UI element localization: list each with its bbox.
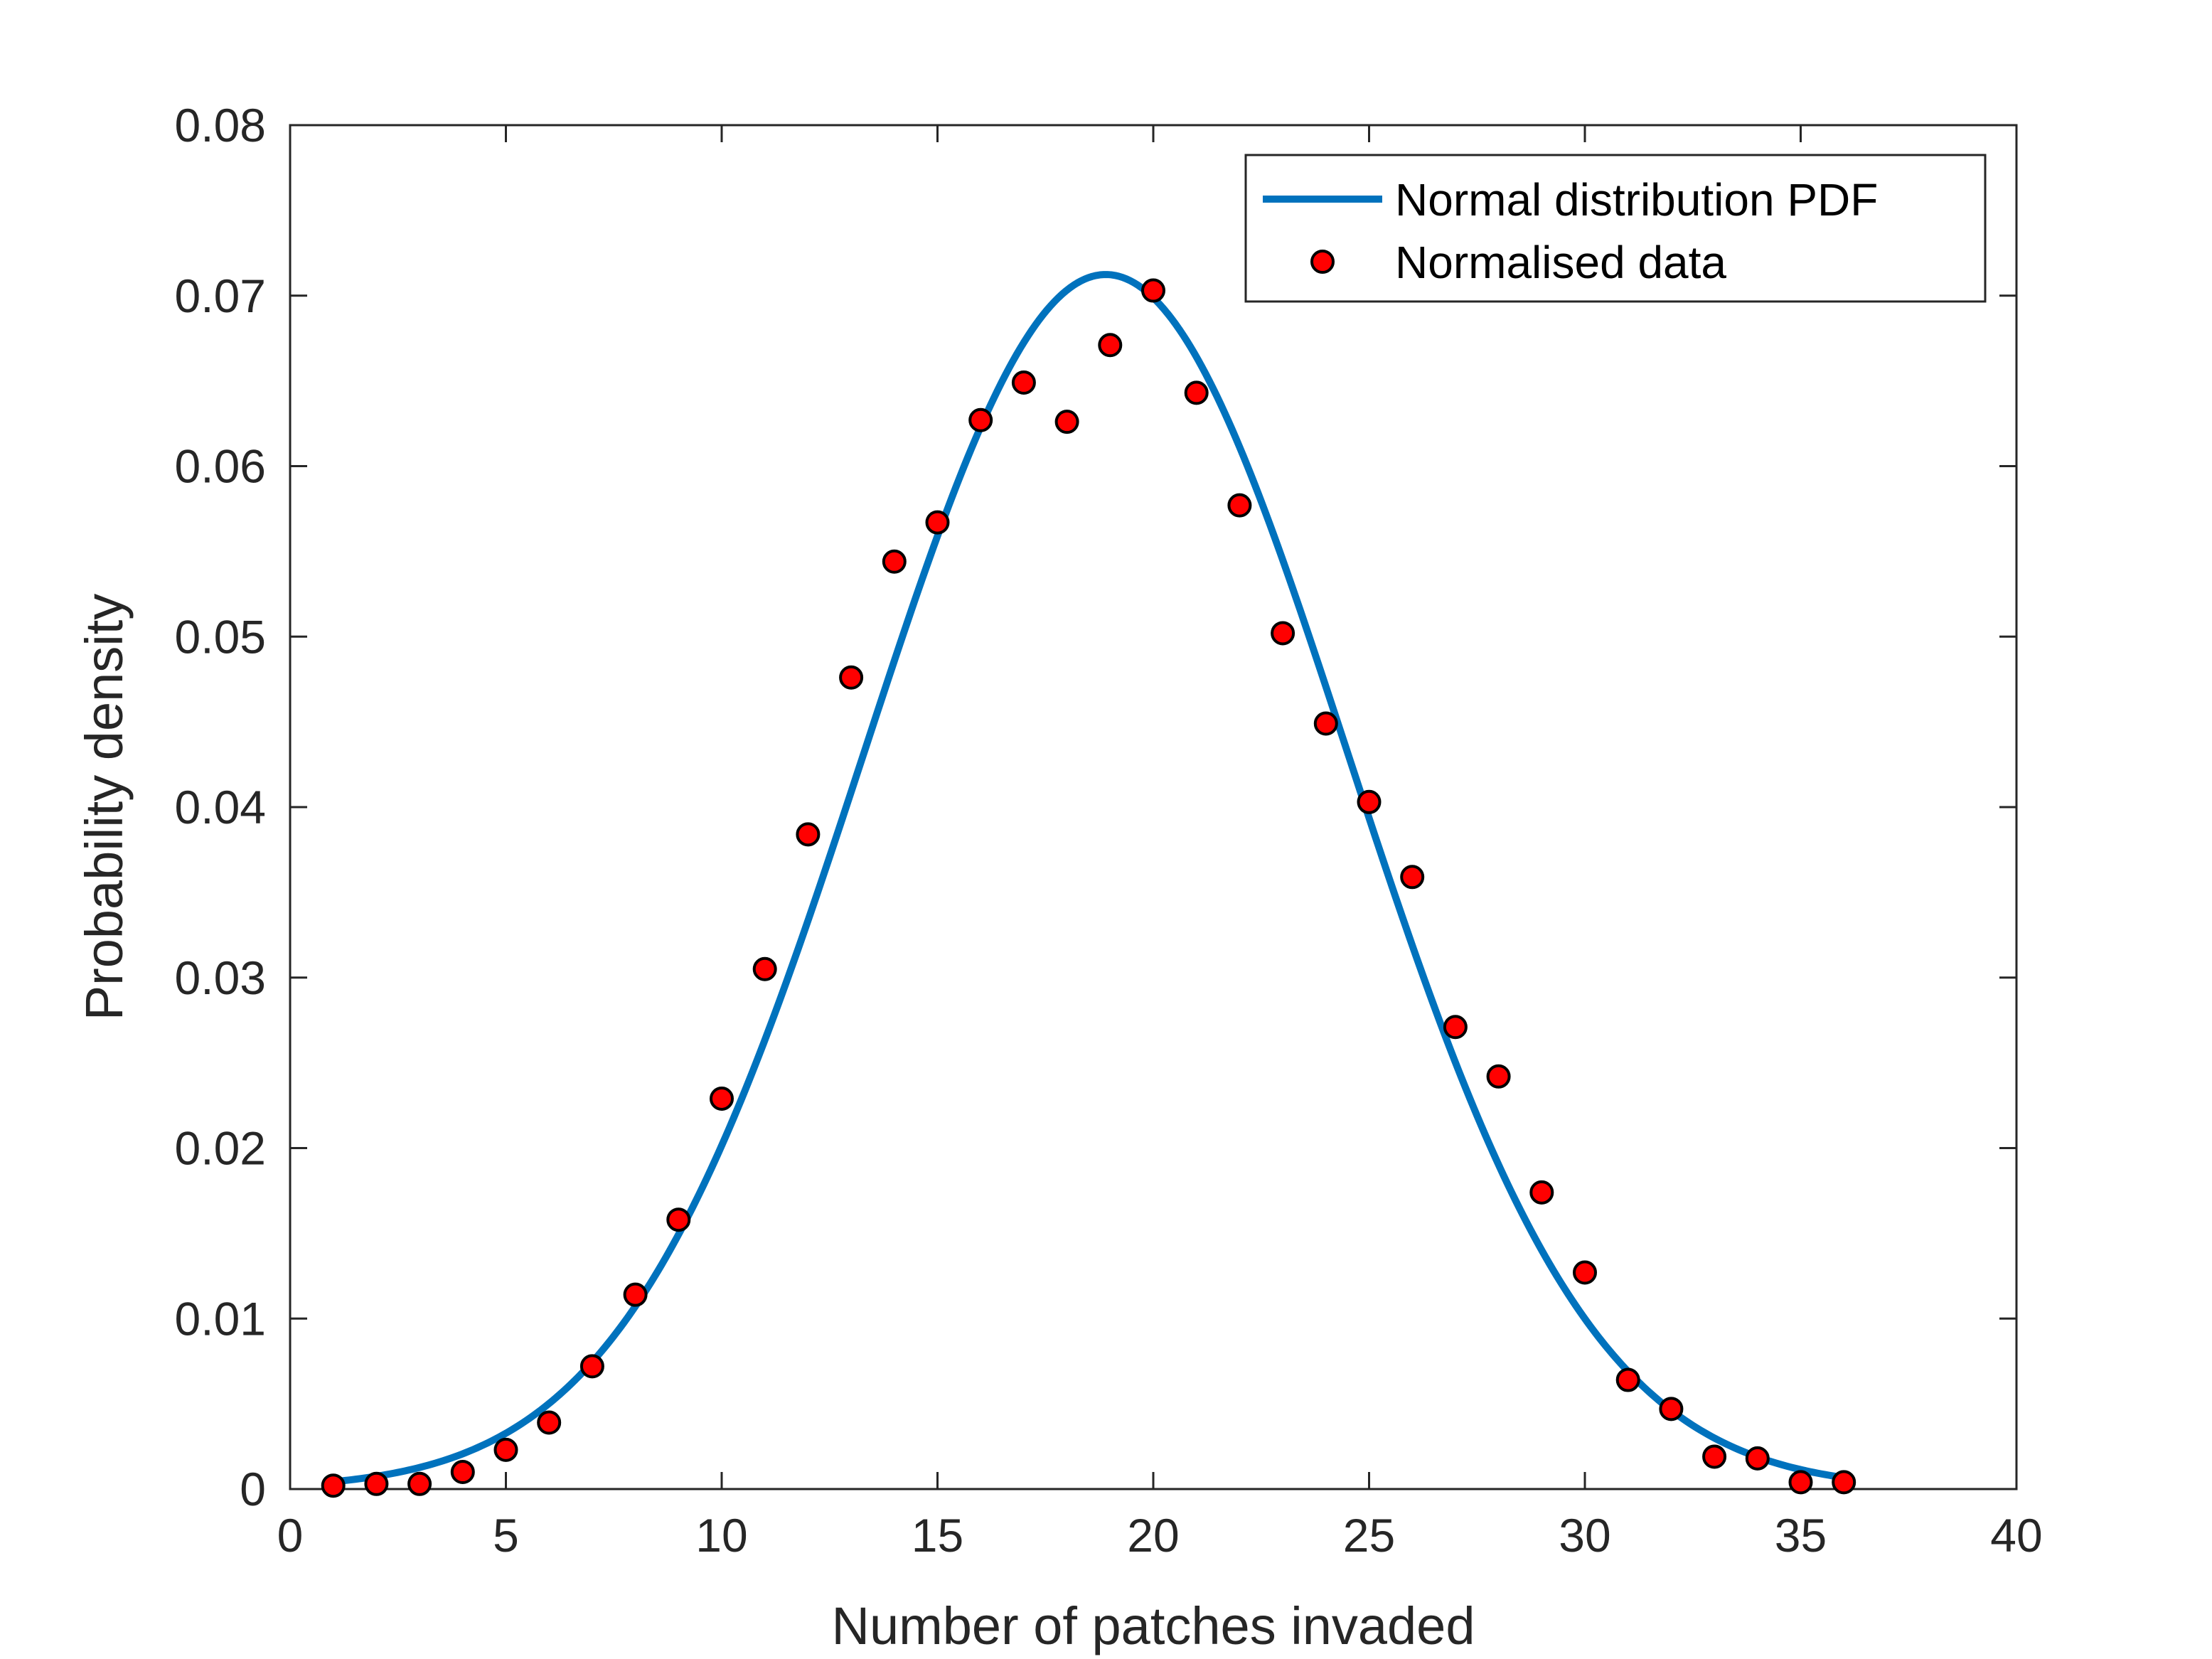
x-tick-labels: 0 5 10 15 20 25 30 35 40 — [277, 1509, 2043, 1562]
legend-box — [1244, 154, 1987, 303]
data-point-13 — [839, 665, 864, 690]
data-point-21 — [1184, 380, 1209, 405]
y-tick-label-0: 0 — [240, 1463, 266, 1515]
y-axis-label: Probability density — [75, 594, 134, 1021]
data-point-3 — [407, 1471, 432, 1496]
y-tick-labels: 0 0.01 0.02 0.03 0.04 0.05 0.06 0.07 0.08 — [175, 99, 266, 1515]
data-point-31 — [1615, 1367, 1640, 1392]
data-point-7 — [579, 1354, 604, 1379]
data-point-16 — [968, 407, 993, 432]
y-tick-label-3: 0.03 — [175, 951, 266, 1004]
data-point-28 — [1486, 1064, 1511, 1089]
data-point-15 — [925, 510, 950, 535]
legend: Normal distribution PDF Normalised data — [1244, 154, 1987, 303]
y-tick-label-4: 0.04 — [175, 781, 266, 833]
data-point-4 — [450, 1460, 475, 1485]
data-point-9 — [666, 1207, 691, 1232]
x-tick-label-2: 10 — [695, 1509, 747, 1562]
data-point-34 — [1745, 1446, 1770, 1471]
x-tick-label-1: 5 — [493, 1509, 519, 1562]
y-tick-label-2: 0.02 — [175, 1122, 266, 1175]
data-point-27 — [1443, 1015, 1468, 1040]
legend-label-pdf: Normal distribution PDF — [1395, 174, 1878, 225]
legend-marker-swatch — [1310, 250, 1335, 274]
data-point-32 — [1659, 1397, 1684, 1421]
x-tick-label-8: 40 — [1990, 1509, 2042, 1562]
data-point-33 — [1702, 1444, 1727, 1469]
data-point-35 — [1788, 1470, 1813, 1495]
data-point-26 — [1400, 865, 1425, 890]
data-point-24 — [1313, 711, 1338, 736]
data-point-25 — [1357, 789, 1382, 814]
x-tick-label-3: 15 — [912, 1509, 963, 1562]
series-layer — [321, 271, 1856, 1498]
data-point-12 — [796, 822, 821, 847]
legend-label-data: Normalised data — [1395, 237, 1726, 288]
data-point-19 — [1098, 333, 1123, 358]
data-point-2 — [364, 1471, 389, 1496]
data-point-10 — [710, 1086, 734, 1111]
y-tick-label-1: 0.01 — [175, 1292, 266, 1345]
data-point-29 — [1529, 1180, 1554, 1205]
y-tick-label-7: 0.07 — [175, 270, 266, 322]
plot-area — [289, 124, 2018, 1490]
x-tick-label-0: 0 — [277, 1509, 304, 1562]
data-point-20 — [1141, 278, 1165, 303]
y-tick-label-5: 0.05 — [175, 610, 266, 663]
data-point-5 — [493, 1437, 518, 1462]
x-axis-label: Number of patches invaded — [832, 1596, 1475, 1655]
data-point-1 — [321, 1473, 346, 1498]
data-point-11 — [752, 956, 777, 981]
data-point-8 — [623, 1282, 648, 1307]
x-tick-label-5: 25 — [1343, 1509, 1395, 1562]
data-point-18 — [1054, 410, 1079, 434]
data-point-14 — [882, 549, 907, 574]
x-tick-label-6: 30 — [1559, 1509, 1610, 1562]
y-tick-label-8: 0.08 — [175, 99, 266, 151]
data-point-30 — [1573, 1260, 1597, 1285]
x-tick-label-7: 35 — [1775, 1509, 1827, 1562]
axis-ticks — [289, 124, 2018, 1490]
data-point-36 — [1832, 1470, 1856, 1495]
y-tick-label-6: 0.06 — [175, 440, 266, 493]
data-point-22 — [1227, 493, 1252, 518]
data-point-6 — [537, 1410, 562, 1435]
data-point-17 — [1011, 370, 1036, 395]
data-point-23 — [1271, 621, 1295, 646]
x-tick-label-4: 20 — [1127, 1509, 1179, 1562]
